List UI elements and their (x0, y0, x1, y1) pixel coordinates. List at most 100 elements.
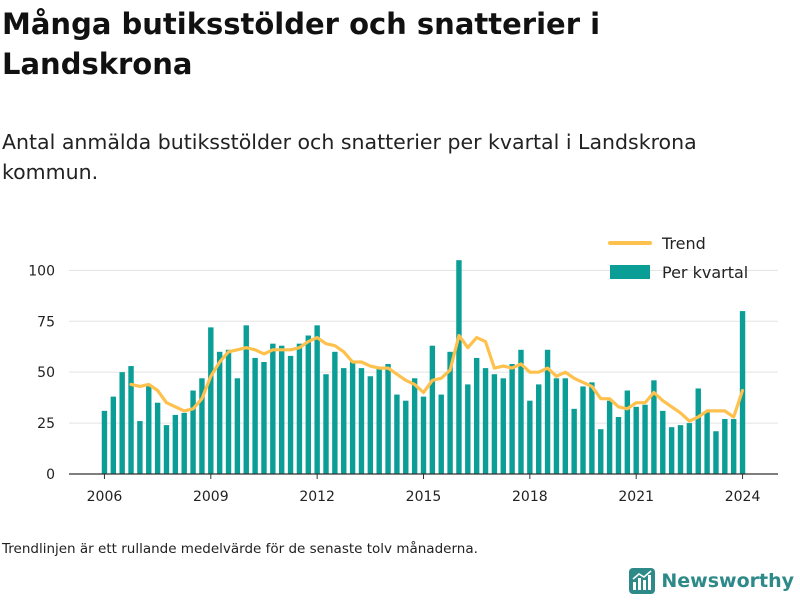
bar (128, 366, 134, 474)
bar (287, 355, 294, 474)
brand-logo[interactable]: Newsworthy (629, 568, 794, 594)
bar (252, 357, 258, 474)
x-tick-label: 2015 (406, 489, 442, 505)
bar (199, 378, 205, 474)
bar (358, 368, 365, 474)
bar (713, 431, 719, 474)
bar (101, 410, 108, 474)
bar (403, 400, 409, 474)
bar (473, 357, 480, 474)
bar (146, 384, 152, 474)
brand-name: Newsworthy (661, 570, 794, 592)
legend-bars-label: Per kvartal (662, 263, 748, 282)
x-tick-label: 2006 (87, 489, 123, 505)
bar (730, 419, 737, 474)
bar (580, 386, 586, 474)
bar (509, 364, 515, 474)
x-tick-label: 2021 (618, 489, 654, 505)
bar (225, 349, 232, 474)
bar (695, 388, 701, 474)
bar (615, 416, 622, 474)
bar (190, 390, 196, 474)
bar (270, 343, 276, 474)
bar (589, 382, 595, 474)
bar (376, 368, 382, 474)
bar (305, 335, 311, 474)
x-tick-label: 2024 (725, 489, 761, 505)
bar (314, 325, 320, 474)
bar (651, 380, 657, 474)
bar (544, 349, 551, 474)
legend: Trend Per kvartal (608, 234, 748, 282)
bar (208, 327, 214, 474)
chart-subtitle: Antal anmälda butiksstölder och snatteri… (2, 130, 697, 184)
bar (553, 378, 560, 474)
bar (323, 374, 329, 474)
trend-line-layer (129, 333, 745, 423)
bar (438, 394, 444, 474)
bar (181, 412, 187, 474)
bar (429, 345, 436, 474)
trend-line (129, 333, 745, 423)
bar (677, 425, 684, 474)
y-tick-label: 50 (37, 365, 55, 381)
footnote: Trendlinjen är ett rullande medelvärde f… (2, 541, 478, 557)
bar (110, 396, 117, 474)
bar (367, 376, 374, 474)
y-tick-label: 100 (28, 263, 55, 279)
bar (660, 410, 666, 474)
bar (296, 343, 303, 474)
x-tick-label: 2012 (299, 489, 335, 505)
bar (500, 378, 506, 474)
bar (411, 378, 418, 474)
y-tick-label: 0 (46, 467, 55, 483)
x-tick-label: 2018 (512, 489, 548, 505)
bar (642, 404, 648, 474)
bar (456, 260, 462, 474)
bar (243, 325, 249, 474)
bar (119, 372, 125, 474)
x-axis: 2006 2009 2012 2015 2018 2021 2024 (69, 473, 778, 505)
bar (668, 427, 675, 474)
bar (704, 410, 710, 474)
y-axis-tick-labels: 0 25 50 75 100 (28, 263, 55, 483)
bars-per-kvartal (101, 260, 746, 474)
bar (261, 362, 267, 474)
legend-trend-label: Trend (661, 234, 706, 253)
bar (394, 394, 400, 474)
chart-title: Många butiksstölder och snatterier i Lan… (2, 7, 601, 81)
newsworthy-logo-icon (629, 568, 656, 594)
bar (571, 408, 577, 474)
bar (447, 351, 453, 474)
y-tick-label: 75 (37, 314, 55, 330)
bar (234, 378, 241, 474)
bar (137, 421, 143, 474)
x-tick-label: 2009 (193, 489, 229, 505)
bar (536, 384, 542, 474)
bar (154, 402, 161, 474)
bar (598, 429, 604, 474)
bar (527, 400, 533, 474)
bar (722, 419, 728, 474)
bar (385, 364, 391, 474)
bar (633, 406, 639, 474)
bar (465, 384, 471, 474)
bar (420, 396, 427, 474)
bar (491, 374, 498, 474)
bar (216, 351, 223, 474)
bar (341, 368, 347, 474)
bar (172, 414, 179, 474)
bar (562, 378, 568, 474)
bar (518, 349, 524, 474)
legend-bars-swatch (610, 265, 650, 279)
bar (332, 351, 338, 474)
bar (163, 425, 170, 474)
bar (349, 362, 356, 474)
y-tick-label: 25 (37, 416, 55, 432)
bar (624, 390, 631, 474)
bar (686, 423, 693, 474)
bar (606, 400, 613, 474)
bar (482, 368, 489, 474)
bar (279, 345, 285, 474)
